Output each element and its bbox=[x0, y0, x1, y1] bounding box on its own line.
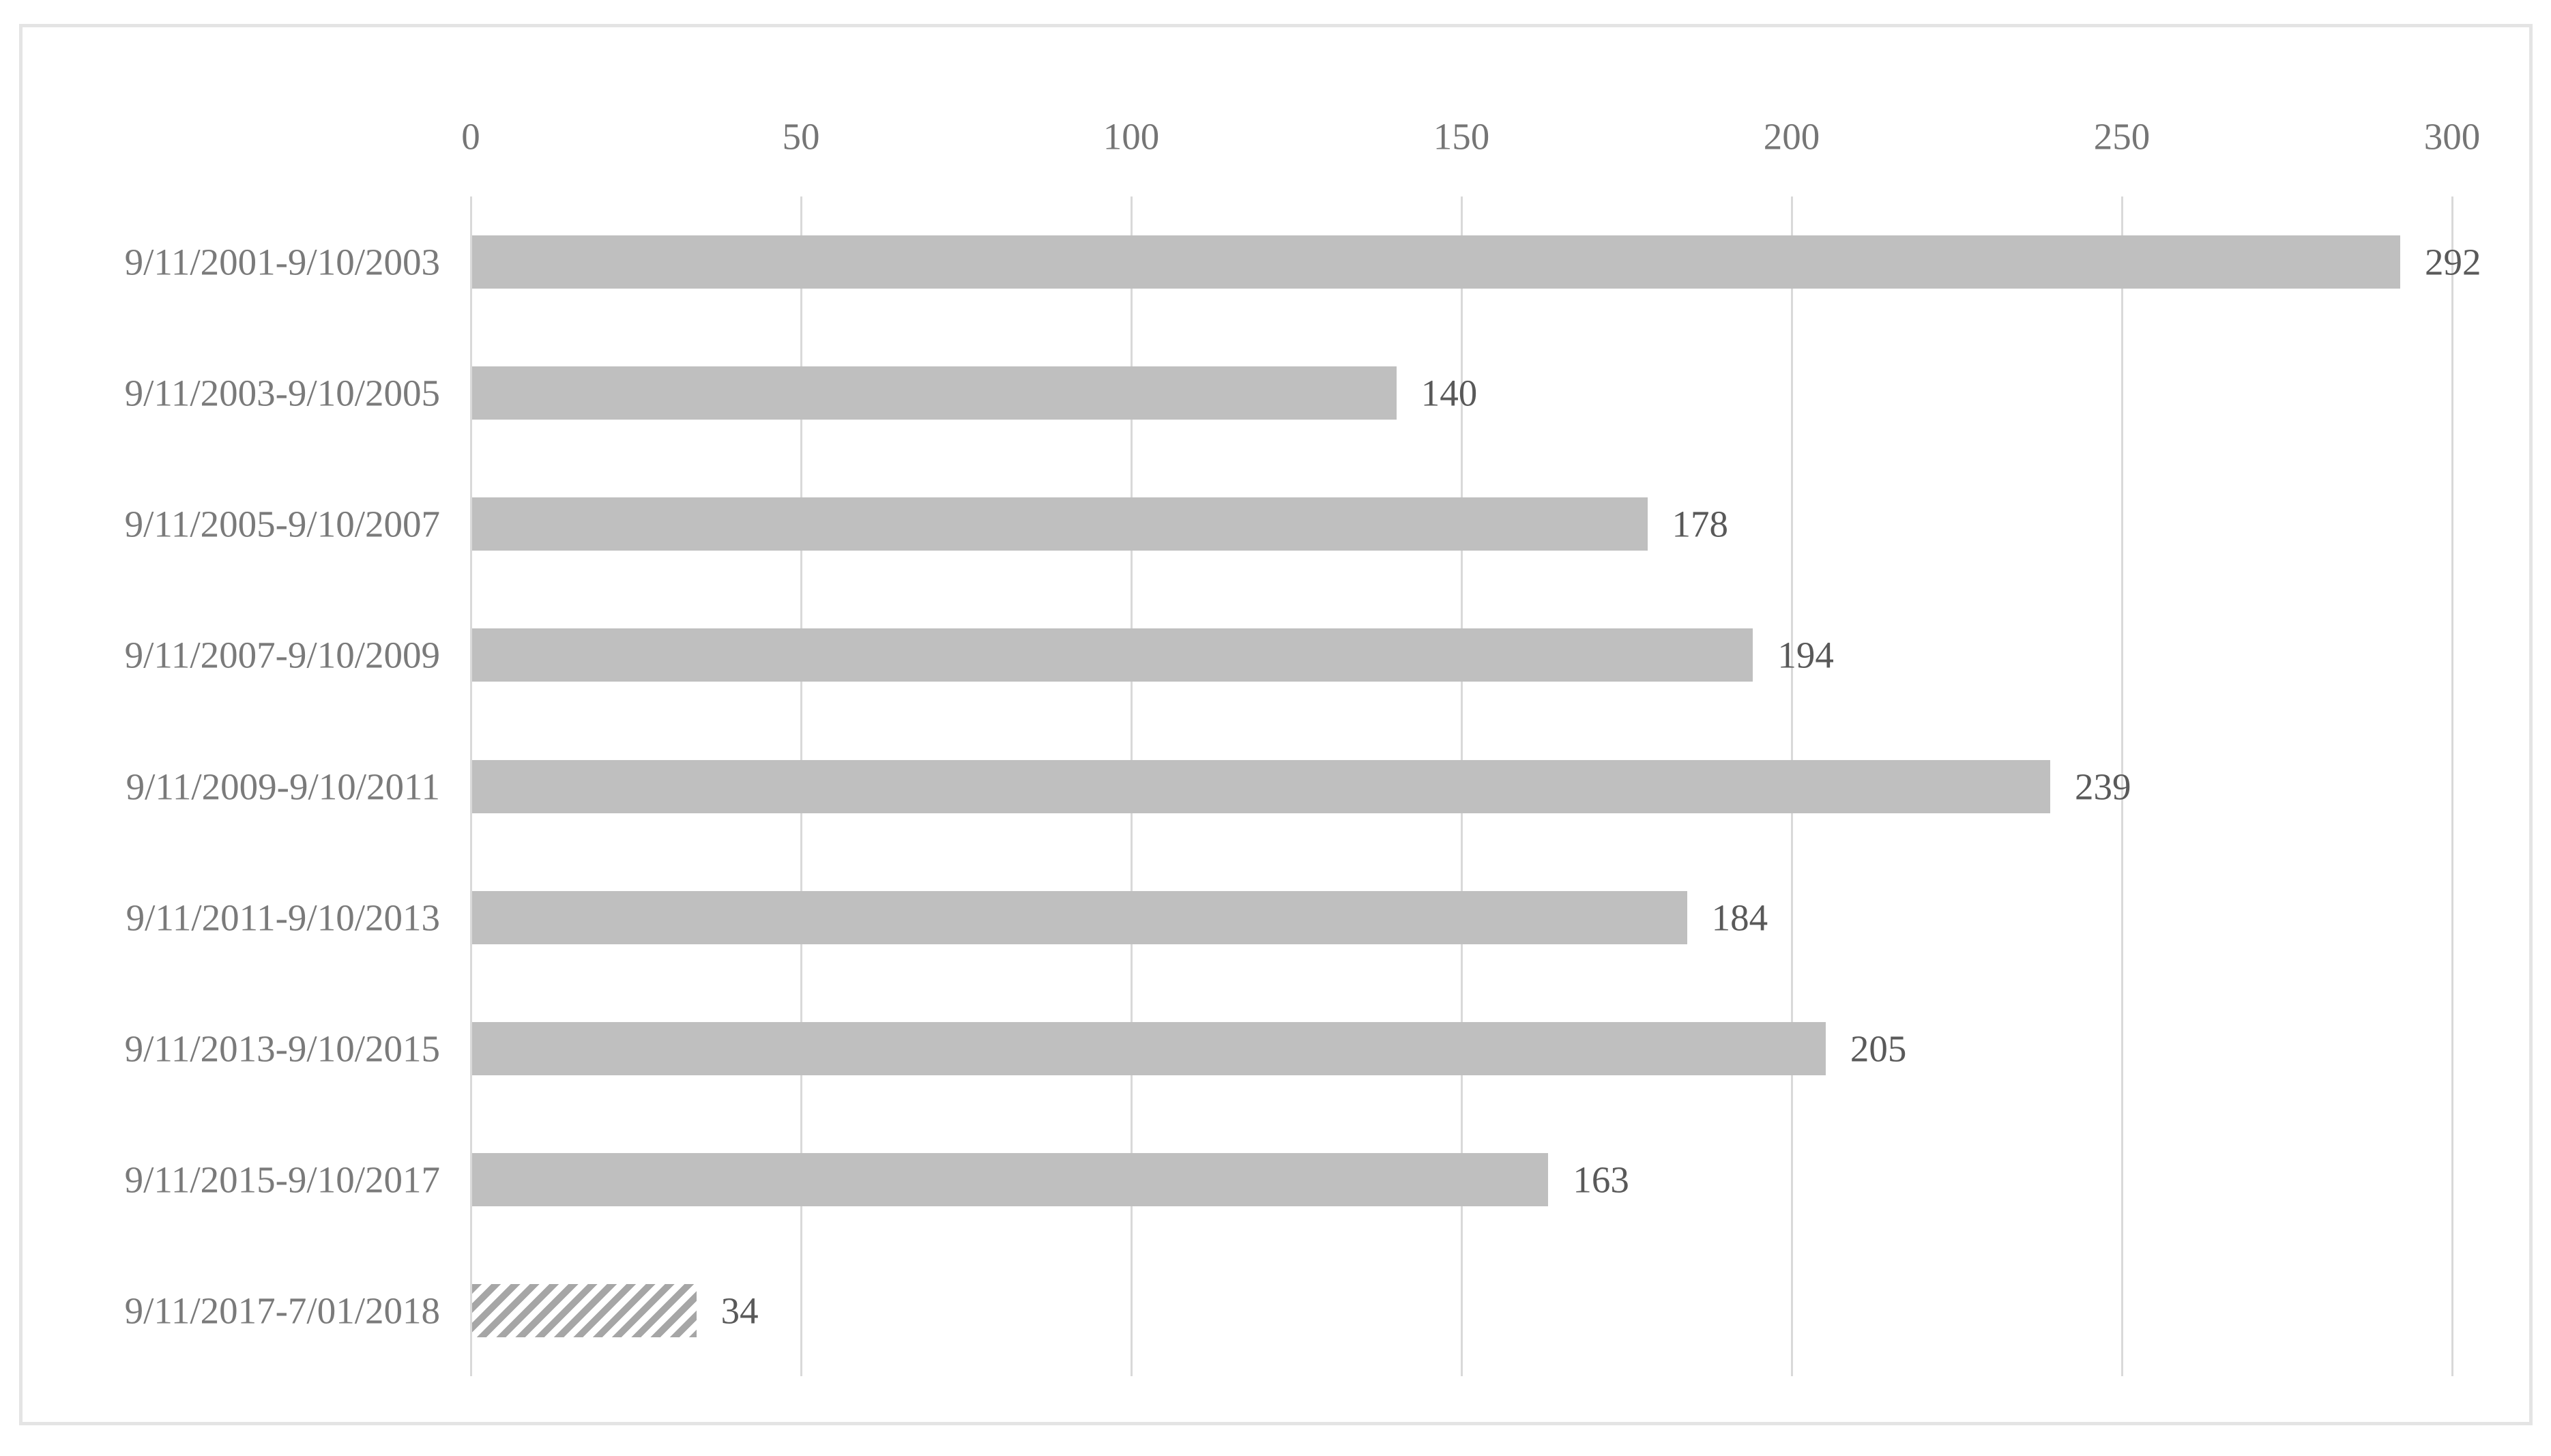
bar bbox=[471, 366, 1397, 420]
bar-value-label: 194 bbox=[1777, 634, 1834, 676]
category-label: 9/11/2013-9/10/2015 bbox=[124, 1028, 440, 1070]
category-label: 9/11/2017-7/01/2018 bbox=[124, 1290, 440, 1332]
x-tick-label: 0 bbox=[461, 115, 480, 158]
category-label: 9/11/2001-9/10/2003 bbox=[124, 241, 440, 283]
gridline bbox=[2451, 196, 2453, 1376]
category-label: 9/11/2005-9/10/2007 bbox=[124, 503, 440, 545]
x-tick-label: 150 bbox=[1433, 115, 1490, 158]
bar-value-label: 239 bbox=[2075, 766, 2131, 807]
x-tick-label: 50 bbox=[782, 115, 820, 158]
bar-value-label: 292 bbox=[2425, 241, 2481, 283]
category-label: 9/11/2009-9/10/2011 bbox=[126, 766, 440, 807]
bar bbox=[471, 890, 1687, 944]
bar bbox=[471, 1021, 1826, 1075]
bar-value-label: 178 bbox=[1672, 503, 1729, 545]
bar bbox=[471, 759, 2051, 813]
bar-value-label: 205 bbox=[1850, 1028, 1907, 1070]
bar bbox=[471, 497, 1648, 551]
bar-value-label: 34 bbox=[720, 1290, 759, 1332]
bar bbox=[471, 1283, 697, 1337]
bar-value-label: 184 bbox=[1711, 897, 1768, 939]
x-tick-label: 200 bbox=[1763, 115, 1820, 158]
bar bbox=[471, 628, 1753, 682]
category-label: 9/11/2015-9/10/2017 bbox=[124, 1159, 440, 1201]
bar bbox=[471, 1152, 1549, 1206]
x-tick-label: 100 bbox=[1103, 115, 1160, 158]
category-label: 9/11/2007-9/10/2009 bbox=[124, 634, 440, 676]
gridline bbox=[469, 196, 472, 1376]
x-tick-label: 250 bbox=[2093, 115, 2151, 158]
category-label: 9/11/2011-9/10/2013 bbox=[126, 897, 440, 939]
bar-value-label: 140 bbox=[1420, 372, 1478, 414]
category-label: 9/11/2003-9/10/2005 bbox=[124, 372, 440, 414]
x-tick-label: 300 bbox=[2423, 115, 2481, 158]
bar bbox=[471, 235, 2401, 289]
bar-value-label: 163 bbox=[1573, 1159, 1629, 1201]
gridline bbox=[2120, 196, 2123, 1376]
